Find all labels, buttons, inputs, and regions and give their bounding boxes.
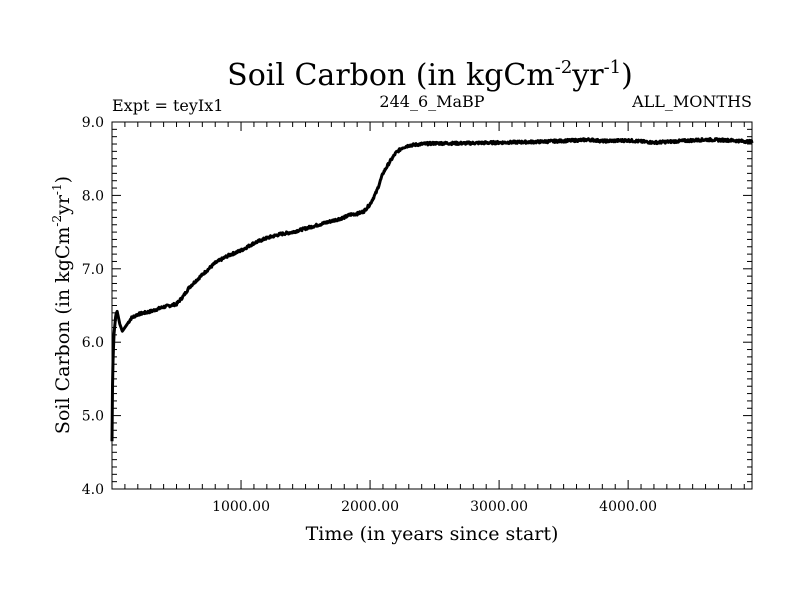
- period-label: 244_6_MaBP: [379, 92, 484, 111]
- y-axis-label-main: Soil Carbon (in kgCm: [52, 227, 74, 434]
- x-tick-label: 3000.00: [470, 499, 528, 515]
- y-tick-label: 7.0: [82, 262, 104, 278]
- x-tick-label: 1000.00: [212, 499, 270, 515]
- y-tick-labels: 4.0 5.0 6.0 7.0 8.0 9.0: [82, 115, 104, 498]
- x-tick-label: 2000.00: [341, 499, 399, 515]
- chart-title-main: Soil Carbon (in kgCm: [227, 58, 555, 93]
- y-tick-label: 9.0: [82, 115, 104, 131]
- x-tick-label: 4000.00: [599, 499, 657, 515]
- axis-ticks: [112, 121, 752, 490]
- y-axis-label-mid: yr: [52, 194, 74, 216]
- y-axis-label-sup1: -2: [50, 215, 64, 227]
- y-axis-label-sup2: -1: [50, 183, 64, 195]
- months-label: ALL_MONTHS: [631, 92, 752, 111]
- chart-title: Soil Carbon (in kgCm-2yr-1): [227, 57, 633, 93]
- experiment-label: Expt = teyIx1: [112, 96, 223, 115]
- y-tick-label: 6.0: [82, 335, 104, 351]
- chart-title-end: ): [621, 58, 633, 93]
- chart-title-sup2: -1: [604, 57, 622, 78]
- x-tick-labels: 1000.00 2000.00 3000.00 4000.00: [212, 499, 657, 515]
- x-axis-label: Time (in years since start): [306, 523, 559, 545]
- chart-title-sup1: -2: [555, 57, 573, 78]
- y-tick-label: 5.0: [82, 409, 104, 425]
- y-axis-label: Soil Carbon (in kgCm-2yr-1): [50, 176, 74, 434]
- y-tick-label: 8.0: [82, 188, 104, 204]
- soil-carbon-series-line: [110, 137, 754, 442]
- plot-frame: [111, 121, 753, 490]
- y-axis-label-end: ): [52, 176, 74, 183]
- chart-title-mid: yr: [571, 58, 604, 93]
- y-tick-label: 4.0: [82, 482, 104, 498]
